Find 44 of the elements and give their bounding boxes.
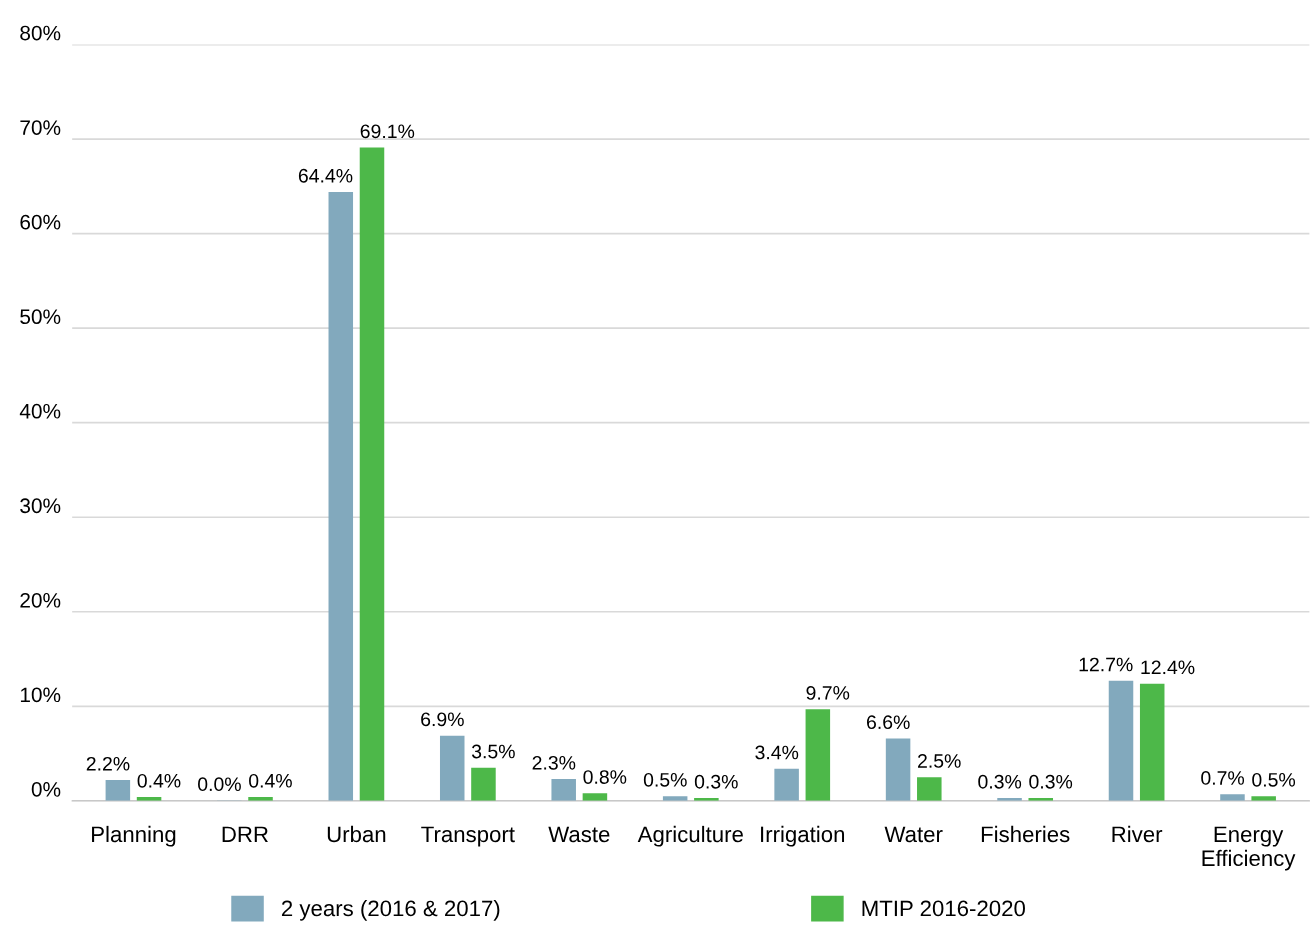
data-label: 0.3% (978, 774, 1022, 789)
y-tick-label: 70% (20, 120, 61, 135)
x-tick-label: Energy Efficiency (1202, 826, 1296, 871)
x-tick-label: River (1112, 825, 1163, 843)
data-label: 0.5% (643, 772, 687, 787)
data-label: 69.1% (360, 124, 415, 139)
data-label: 9.7% (806, 685, 850, 700)
data-label: 3.4% (755, 745, 799, 760)
data-label: 64.4% (298, 168, 353, 183)
data-label: 0.8% (583, 770, 627, 784)
x-tick-label: Fisheries (981, 825, 1070, 843)
y-tick-label: 10% (20, 687, 61, 703)
x-tick-label: Transport (421, 826, 515, 847)
y-tick-label: 80% (20, 25, 61, 41)
y-tick-label: 30% (20, 498, 61, 514)
x-tick-label: Irrigation (761, 825, 845, 847)
legend-label: 2 years (2016 & 2017) (281, 899, 500, 921)
data-label: 0.0% (198, 777, 241, 792)
data-label: 0.4% (249, 773, 292, 788)
x-tick-label: Planning (92, 825, 176, 847)
data-label: 2.5% (918, 754, 961, 768)
data-label: 2.3% (532, 755, 576, 770)
y-tick-label: 50% (20, 309, 61, 325)
data-label: 6.9% (421, 712, 464, 727)
y-tick-label: 20% (20, 592, 61, 608)
x-tick-label: DRR (222, 826, 268, 842)
data-label: 12.7% (1079, 657, 1133, 672)
y-tick-label: 40% (19, 403, 61, 419)
data-label: 2.2% (86, 756, 130, 771)
data-label: 0.4% (137, 773, 181, 788)
x-tick-label: Water (884, 826, 943, 843)
data-label: 0.3% (1029, 774, 1073, 789)
y-tick-label: 60% (20, 214, 61, 230)
data-label: 12.4% (1141, 660, 1195, 675)
data-label: 0.3% (694, 774, 738, 789)
x-tick-label: Waste (548, 826, 610, 843)
x-tick-label: Agriculture (637, 825, 743, 847)
data-label: 0.5% (1252, 772, 1296, 787)
y-tick-label: 0% (31, 781, 61, 797)
data-label: 3.5% (471, 744, 515, 759)
data-label: 6.6% (867, 715, 910, 730)
data-label: 0.7% (1201, 771, 1245, 785)
x-tick-label: Urban (327, 825, 386, 843)
legend-label: MTIP 2016-2020 (862, 900, 1025, 917)
